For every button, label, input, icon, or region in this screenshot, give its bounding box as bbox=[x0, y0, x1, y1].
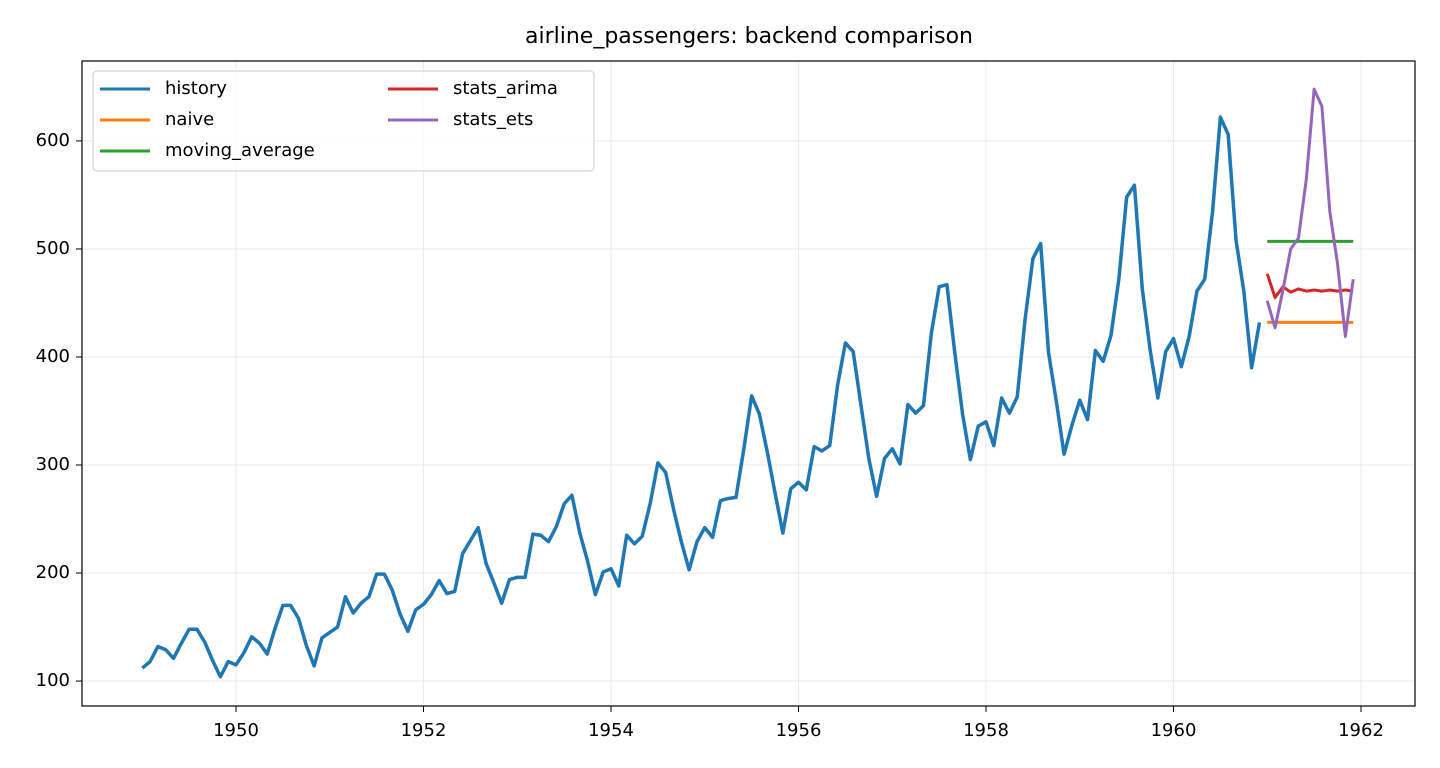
y-tick-label: 300 bbox=[36, 454, 70, 475]
legend-label: moving_average bbox=[165, 140, 315, 161]
x-tick-label: 1954 bbox=[588, 720, 634, 741]
x-tick-label: 1962 bbox=[1338, 720, 1384, 741]
series-line bbox=[1265, 273, 1354, 300]
legend-label: naive bbox=[165, 109, 214, 130]
plot-frame bbox=[81, 60, 1416, 707]
chart-title: airline_passengers: backend comparison bbox=[525, 24, 973, 49]
x-tick-label: 1960 bbox=[1151, 720, 1197, 741]
y-tick-label: 200 bbox=[36, 562, 70, 583]
x-tick-label: 1950 bbox=[213, 720, 259, 741]
x-tick-label: 1956 bbox=[776, 720, 822, 741]
y-tick-label: 600 bbox=[36, 130, 70, 151]
y-tick-label: 100 bbox=[36, 670, 70, 691]
legend-box bbox=[92, 70, 595, 172]
x-tick-label: 1952 bbox=[401, 720, 447, 741]
y-tick-label: 500 bbox=[36, 238, 70, 259]
series-line bbox=[1265, 87, 1355, 338]
y-tick-label: 400 bbox=[36, 346, 70, 367]
x-tick-label: 1958 bbox=[963, 720, 1009, 741]
legend: history naive moving_average stats_arimasta… bbox=[92, 70, 595, 172]
legend-label: history bbox=[165, 78, 227, 99]
series-line bbox=[141, 115, 1262, 679]
legend-label: stats_ets bbox=[453, 109, 533, 130]
legend-label: stats_arima bbox=[453, 78, 558, 99]
